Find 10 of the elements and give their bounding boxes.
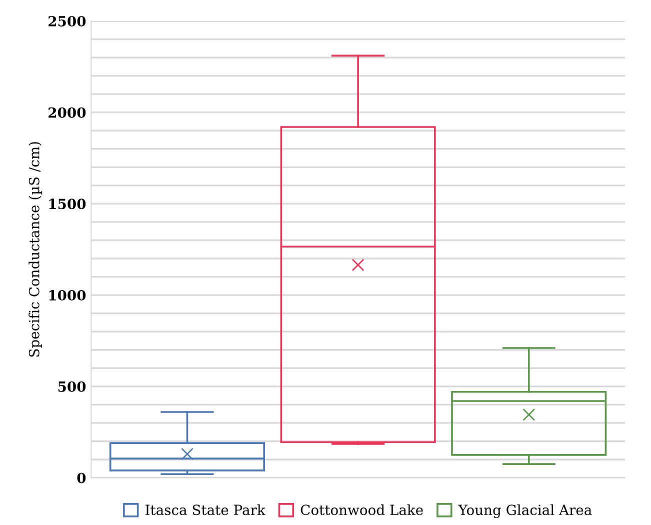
legend-label: Young Glacial Area	[458, 504, 592, 518]
y-tick-label: 2500	[48, 16, 86, 26]
y-tick-label: 1000	[49, 290, 86, 301]
y-axis-title: Specific Conductance (µS /cm)	[28, 142, 42, 357]
y-tick-label: 500	[58, 381, 86, 392]
y-tick-label: 0	[77, 472, 86, 484]
y-tick-label: 2000	[48, 107, 86, 118]
legend-label: Itasca State Park	[146, 504, 266, 516]
legend-label: Cottonwood Lake	[300, 504, 423, 516]
y-tick-label: 1500	[49, 198, 86, 210]
